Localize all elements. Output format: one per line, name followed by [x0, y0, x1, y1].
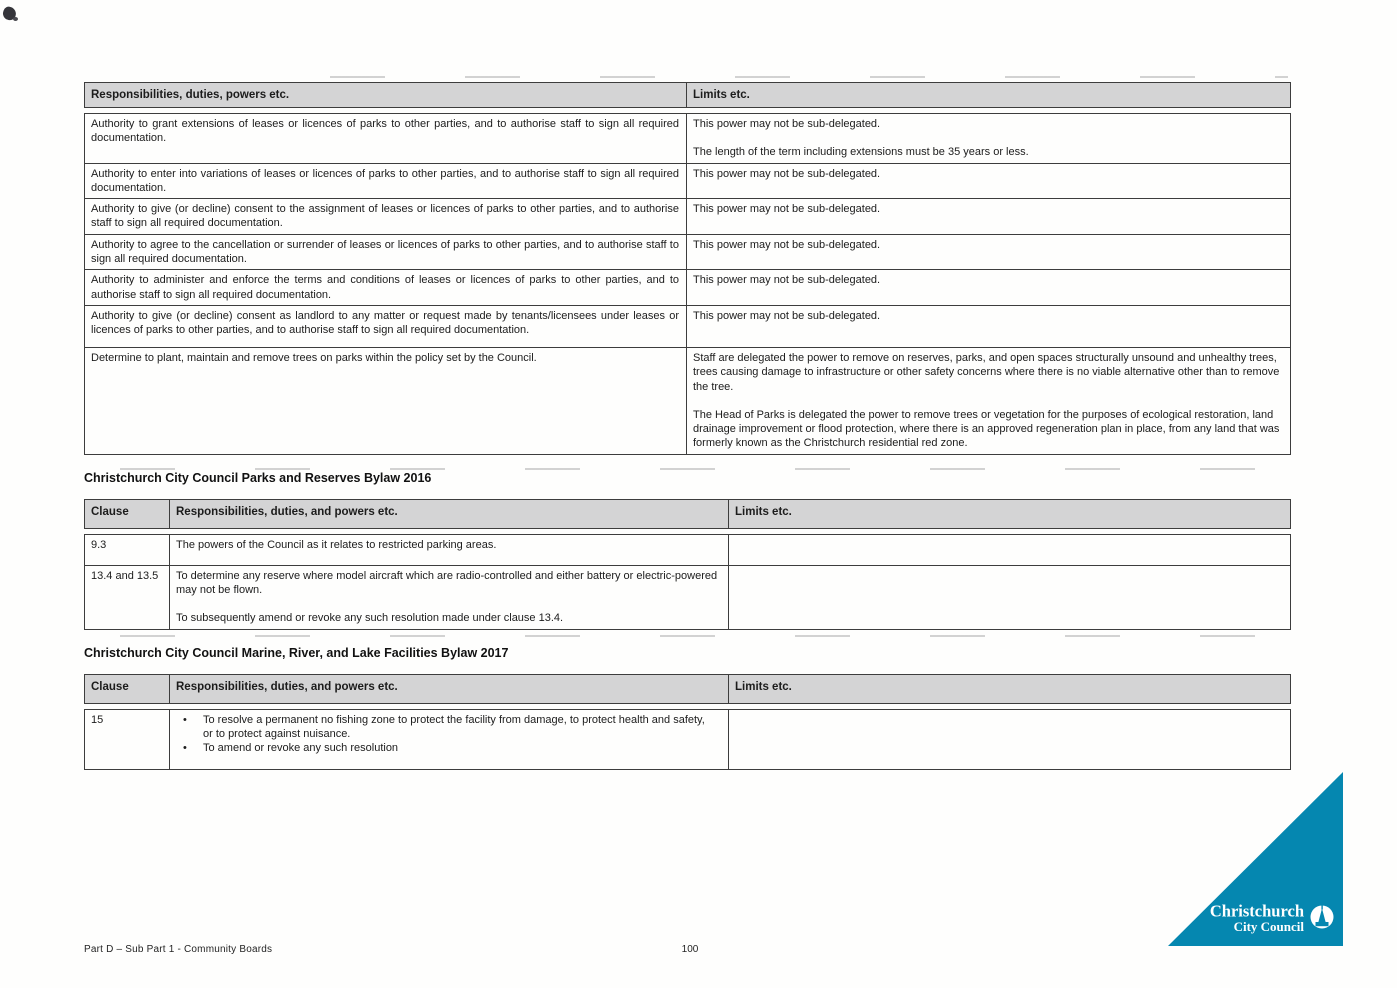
cell-text: This power may not be sub-delegated.: [693, 118, 881, 130]
page-number: 100: [681, 944, 699, 955]
marine-bylaw-table: Clause Responsibilities, duties, and pow…: [84, 673, 1291, 770]
header-limits: Limits etc.: [728, 498, 1291, 529]
limits-cell: This power may not be sub-delegated.: [686, 233, 1291, 271]
responsibility-cell: Authority to give (or decline) consent t…: [84, 198, 687, 235]
limits-cell: This power may not be sub-delegated.: [686, 198, 1291, 235]
clause-cell: 9.3: [84, 533, 170, 566]
responsibility-cell: Authority to administer and enforce the …: [84, 269, 687, 306]
ccc-logo: Christchurch City Council: [1168, 772, 1343, 946]
cell-text: This power may not be sub-delegated.: [693, 309, 881, 322]
responsibility-cell: Determine to plant, maintain and remove …: [84, 346, 687, 455]
scan-artifact: [13, 17, 18, 21]
header-responsibilities: Responsibilities, duties, and powers etc…: [169, 498, 729, 529]
header-clause: Clause: [84, 498, 170, 529]
limits-cell: This power may not be sub-delegated.: [686, 269, 1291, 306]
header-limits: Limits etc.: [728, 673, 1291, 704]
cell-text: Authority to grant extensions of leases …: [91, 118, 679, 145]
limits-cell: [728, 708, 1291, 770]
cell-text: To subsequently amend or revoke any such…: [176, 612, 564, 625]
parks-delegations-table: Responsibilities, duties, powers etc. Li…: [84, 82, 1291, 455]
logo-triangle: [1168, 772, 1343, 946]
responsibility-cell: • To resolve a permanent no fishing zone…: [169, 708, 729, 770]
cell-text: Authority to give (or decline) consent a…: [91, 309, 679, 337]
limits-cell: Staff are delegated the power to remove …: [686, 346, 1291, 455]
table-row: Authority to give (or decline) consent a…: [84, 304, 1291, 348]
table-row: Authority to enter into variations of le…: [84, 162, 1291, 200]
cathedral-icon: [1310, 905, 1334, 929]
logo-text-line1: Christchurch: [1210, 902, 1304, 921]
limits-cell: This power may not be sub-delegated. The…: [686, 113, 1291, 164]
cell-text: To resolve a permanent no fishing zone t…: [203, 713, 705, 740]
limits-cell: This power may not be sub-delegated.: [686, 304, 1291, 348]
responsibility-cell: Authority to agree to the cancellation o…: [84, 233, 687, 271]
document-content: Responsibilities, duties, powers etc. Li…: [84, 82, 1291, 770]
header-responsibilities: Responsibilities, duties, powers etc.: [84, 82, 687, 108]
clause-cell: 15: [84, 708, 170, 770]
header-responsibilities: Responsibilities, duties, and powers etc…: [169, 673, 729, 704]
table-row: Authority to agree to the cancellation o…: [84, 233, 1291, 271]
parks-bylaw-table: Clause Responsibilities, duties, and pow…: [84, 498, 1291, 630]
clause-cell: 13.4 and 13.5: [84, 564, 170, 630]
cell-text: Authority to administer and enforce the …: [91, 274, 679, 301]
cell-text: Determine to plant, maintain and remove …: [91, 351, 537, 364]
bullet-icon: •: [183, 742, 187, 755]
logo-text-line2: City Council: [1234, 919, 1305, 934]
cell-text: To determine any reserve where model air…: [176, 569, 718, 597]
cell-text: Staff are delegated the power to remove …: [693, 351, 1280, 393]
limits-cell: This power may not be sub-delegated.: [686, 162, 1291, 200]
section-heading-marine-bylaw: Christchurch City Council Marine, River,…: [84, 645, 509, 660]
responsibility-cell: To determine any reserve where model air…: [169, 564, 729, 630]
cell-text: Authority to agree to the cancellation o…: [91, 238, 679, 266]
table-row: 13.4 and 13.5 To determine any reserve w…: [84, 564, 1291, 630]
table-header-row: Responsibilities, duties, powers etc. Li…: [84, 82, 1291, 108]
cell-text: This power may not be sub-delegated.: [693, 167, 881, 180]
limits-cell: [728, 533, 1291, 566]
table-header-row: Clause Responsibilities, duties, and pow…: [84, 498, 1291, 529]
header-clause: Clause: [84, 673, 170, 704]
cell-text: This power may not be sub-delegated.: [693, 238, 881, 251]
footer-document-title: Part D – Sub Part 1 - Community Boards: [84, 944, 273, 955]
table-row: Authority to administer and enforce the …: [84, 269, 1291, 306]
table-row: Determine to plant, maintain and remove …: [84, 346, 1291, 455]
table-row: Authority to grant extensions of leases …: [84, 113, 1291, 164]
table-header-row: Clause Responsibilities, duties, and pow…: [84, 673, 1291, 704]
responsibility-cell: Authority to enter into variations of le…: [84, 162, 687, 200]
bullet-item: • To amend or revoke any such resolution: [176, 741, 721, 755]
cell-text: This power may not be sub-delegated.: [693, 274, 881, 287]
cell-text: Authority to give (or decline) consent t…: [91, 203, 679, 230]
header-limits: Limits etc.: [686, 82, 1291, 108]
responsibility-cell: The powers of the Council as it relates …: [169, 533, 729, 566]
cell-text: Authority to enter into variations of le…: [91, 167, 679, 194]
bullet-item: • To resolve a permanent no fishing zone…: [176, 713, 721, 742]
bullet-icon: •: [183, 713, 187, 726]
table-row: Authority to give (or decline) consent t…: [84, 198, 1291, 235]
responsibility-cell: Authority to give (or decline) consent a…: [84, 304, 687, 348]
cell-text: To amend or revoke any such resolution: [203, 742, 399, 755]
cell-text: The powers of the Council as it relates …: [176, 538, 497, 551]
table-row: 15 • To resolve a permanent no fishing z…: [84, 708, 1291, 770]
table-row: 9.3 The powers of the Council as it rela…: [84, 533, 1291, 566]
scan-artifact-line: [120, 635, 1285, 637]
cell-text: The Head of Parks is delegated the power…: [693, 408, 1280, 450]
responsibility-cell: Authority to grant extensions of leases …: [84, 113, 687, 164]
cell-text: This power may not be sub-delegated.: [693, 203, 881, 216]
section-heading-parks-bylaw: Christchurch City Council Parks and Rese…: [84, 470, 432, 485]
cell-text: The length of the term including extensi…: [693, 146, 1029, 159]
scan-artifact-line: [120, 468, 1285, 470]
limits-cell: [728, 564, 1291, 630]
scan-artifact-line: [330, 76, 1288, 78]
